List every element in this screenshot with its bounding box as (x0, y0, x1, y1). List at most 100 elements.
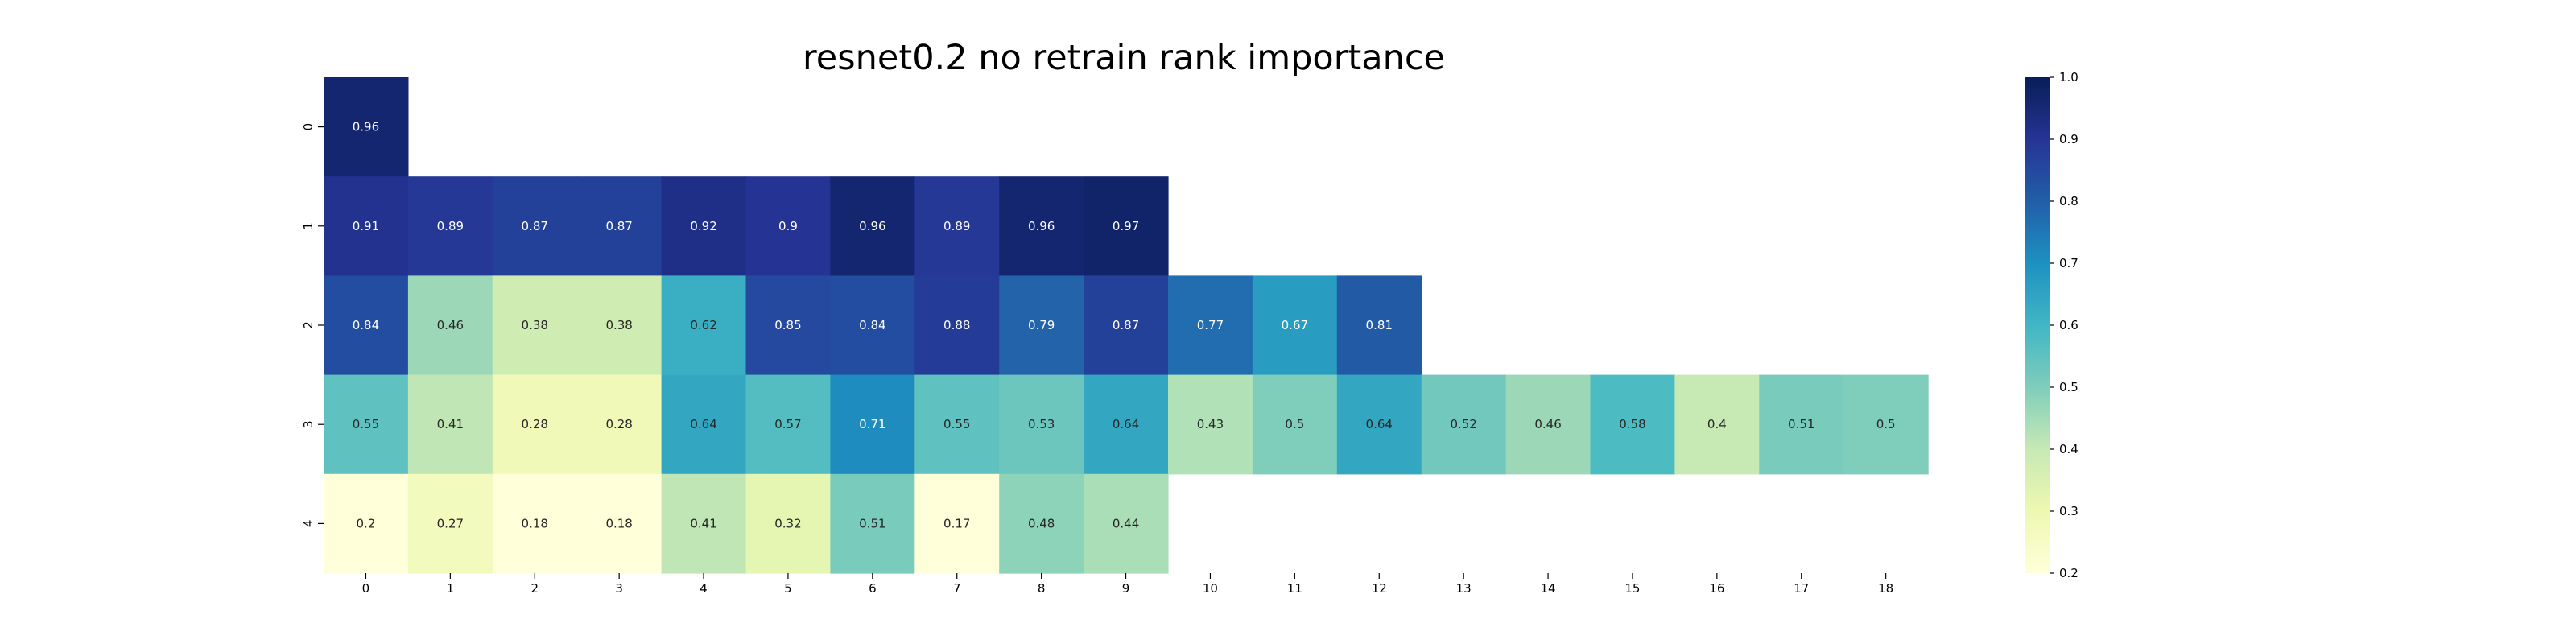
cell-value-label: 0.64 (1366, 417, 1393, 431)
cell-value-label: 0.58 (1619, 417, 1645, 431)
heatmap-cell (1084, 275, 1169, 376)
cell-value-label: 0.88 (943, 318, 970, 332)
cell-value-label: 0.91 (353, 219, 379, 233)
heatmap-cell (830, 473, 915, 574)
heatmap-cell (1252, 374, 1338, 475)
heatmap-cell (745, 473, 831, 574)
cell-value-label: 0.18 (605, 516, 632, 530)
cell-value-label: 0.41 (690, 516, 716, 530)
x-tick-label: 1 (447, 581, 455, 596)
colorbar-tick-label: 0.5 (2059, 380, 2079, 394)
x-tick-label: 16 (1709, 581, 1724, 596)
cell-value-label: 0.41 (437, 417, 464, 431)
heatmap-cell (745, 374, 831, 475)
heatmap-cell (324, 176, 409, 276)
x-tick-label: 2 (530, 581, 539, 596)
cell-value-label: 0.4 (1707, 417, 1727, 431)
heatmap-cell (1168, 374, 1253, 475)
cell-value-label: 0.77 (1197, 318, 1224, 332)
heatmap-cell (324, 275, 409, 376)
heatmap-cell (1084, 473, 1169, 574)
cell-value-label: 0.71 (859, 417, 886, 431)
heatmap-cell (661, 374, 747, 475)
cell-value-label: 0.2 (357, 516, 376, 530)
heatmap-cell (1252, 275, 1338, 376)
cell-value-label: 0.38 (605, 318, 632, 332)
heatmap-cell (576, 176, 663, 276)
cell-value-label: 0.5 (1876, 417, 1896, 431)
heatmap-cell (830, 275, 915, 376)
x-tick-label: 17 (1794, 581, 1809, 596)
x-tick-label: 3 (615, 581, 623, 596)
x-tick-label: 4 (700, 581, 708, 596)
heatmap-cell (492, 176, 578, 276)
heatmap-cell (914, 275, 1000, 376)
heatmap-cell (745, 275, 831, 376)
cell-value-label: 0.87 (605, 219, 632, 233)
heatmap-cell (830, 176, 915, 276)
heatmap-cell (830, 374, 915, 475)
heatmap-cell (576, 275, 663, 376)
x-tick-label: 15 (1624, 581, 1640, 596)
heatmap-cell (1336, 275, 1422, 376)
cell-value-label: 0.53 (1028, 417, 1055, 431)
x-tick-label: 18 (1878, 581, 1893, 596)
x-tick-label: 6 (869, 581, 877, 596)
cell-value-label: 0.52 (1450, 417, 1476, 431)
cell-value-label: 0.96 (353, 120, 379, 134)
cell-value-label: 0.67 (1282, 318, 1308, 332)
heatmap-cell (914, 374, 1000, 475)
cell-value-label: 0.55 (943, 417, 970, 431)
colorbar-tick-label: 0.6 (2059, 318, 2079, 332)
cell-value-label: 0.96 (1028, 219, 1055, 233)
x-tick-label: 0 (362, 581, 370, 596)
cell-value-label: 0.46 (1534, 417, 1561, 431)
x-tick-label: 11 (1287, 581, 1302, 596)
heatmap-cell (999, 275, 1084, 376)
cell-value-label: 0.55 (353, 417, 379, 431)
x-tick-label: 13 (1456, 581, 1472, 596)
cell-value-label: 0.46 (437, 318, 464, 332)
heatmap-cell (407, 275, 493, 376)
heatmap-cell (492, 275, 578, 376)
heatmap-cell (999, 374, 1084, 475)
heatmap-cell (1674, 374, 1760, 475)
heatmap-cell (407, 473, 493, 574)
heatmap-cell (661, 473, 747, 574)
cell-value-label: 0.87 (1113, 318, 1139, 332)
x-tick-label: 5 (784, 581, 792, 596)
cell-value-label: 0.96 (859, 219, 886, 233)
cell-value-label: 0.89 (943, 219, 970, 233)
cell-value-label: 0.28 (605, 417, 632, 431)
heatmap-cell (914, 473, 1000, 574)
heatmap-cell (1590, 374, 1675, 475)
y-tick-label: 2 (301, 321, 316, 329)
cell-value-label: 0.38 (522, 318, 548, 332)
cell-value-label: 0.89 (437, 219, 464, 233)
heatmap-cell (661, 176, 747, 276)
cell-value-label: 0.84 (353, 318, 379, 332)
cell-value-label: 0.64 (690, 417, 716, 431)
heatmap-cell (999, 176, 1084, 276)
heatmap-cell (407, 176, 493, 276)
colorbar: 0.2 0.3 0.4 0.5 0.6 0.7 0.8 0.9 1.0 (2025, 70, 2079, 580)
chart-title: resnet0.2 no retrain rank importance (803, 38, 1445, 78)
y-tick-label: 1 (301, 222, 316, 230)
y-tick-label: 4 (301, 520, 316, 528)
cell-value-label: 0.64 (1113, 417, 1139, 431)
heatmap-cell (914, 176, 1000, 276)
heatmap-cell (1168, 275, 1253, 376)
cell-value-label: 0.51 (859, 516, 886, 530)
cell-value-label: 0.97 (1113, 219, 1139, 233)
cell-value-label: 0.81 (1366, 318, 1393, 332)
colorbar-tick-label: 0.3 (2059, 504, 2079, 518)
cell-value-label: 0.32 (774, 516, 801, 530)
cell-value-label: 0.27 (437, 516, 464, 530)
colorbar-tick-label: 0.7 (2059, 256, 2079, 270)
cell-value-label: 0.51 (1788, 417, 1814, 431)
heatmap-cell (745, 176, 831, 276)
heatmap-cell (1505, 374, 1591, 475)
heatmap-cell (1336, 374, 1422, 475)
x-tick-label: 12 (1372, 581, 1387, 596)
